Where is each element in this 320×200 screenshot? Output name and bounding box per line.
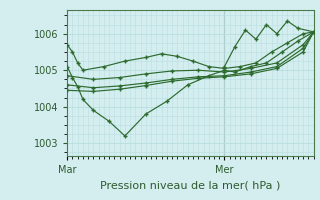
X-axis label: Pression niveau de la mer( hPa ): Pression niveau de la mer( hPa )	[100, 181, 281, 191]
